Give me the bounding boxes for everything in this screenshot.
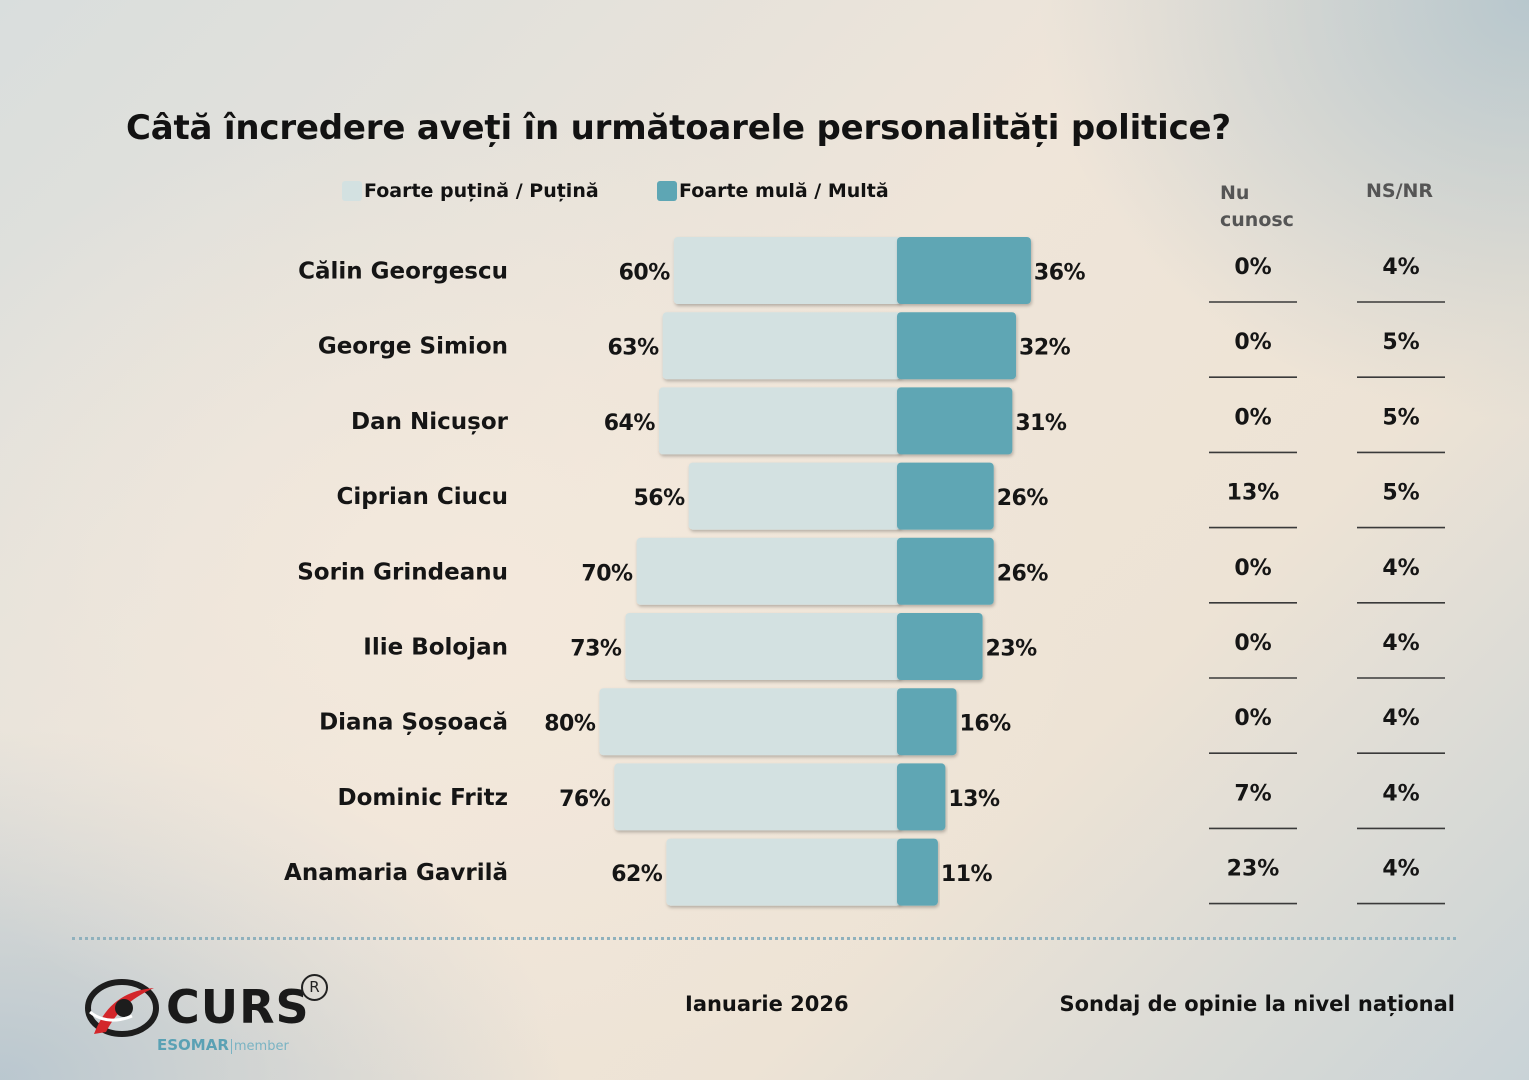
nu-cunosc-value: 23% — [1227, 857, 1280, 882]
bar-high-trust — [897, 688, 957, 756]
bar-high-value-label: 26% — [997, 561, 1049, 586]
category-label: Diana Șoșoacă — [319, 710, 508, 736]
category-label: Ciprian Ciucu — [336, 484, 508, 510]
bar-low-value-label: 70% — [581, 561, 633, 586]
nu-cunosc-value: 7% — [1234, 781, 1271, 806]
nu-cunosc-value: 0% — [1234, 706, 1271, 731]
nu-cunosc-value: 0% — [1234, 556, 1271, 581]
nu-cunosc-value: 0% — [1234, 255, 1271, 280]
ns-nr-value: 4% — [1382, 556, 1419, 581]
bar-low-trust — [599, 688, 901, 756]
bar-high-trust — [897, 537, 994, 605]
column-header-ns-nr: NS/NR — [1366, 180, 1434, 202]
survey-description: Sondaj de opinie la nivel național — [1059, 992, 1455, 1016]
bar-low-trust — [688, 462, 901, 530]
category-label: Ilie Bolojan — [363, 635, 508, 661]
ns-nr-value: 5% — [1382, 330, 1419, 355]
esomar-label: ESOMAR — [157, 1036, 229, 1054]
bar-low-value-label: 56% — [634, 486, 686, 511]
nu-cunosc-value: 0% — [1234, 330, 1271, 355]
bar-high-value-label: 13% — [948, 787, 1000, 812]
category-label: Călin Georgescu — [298, 259, 508, 285]
legend-item-high: Foarte mulă / Multă — [657, 179, 889, 203]
legend-label-high: Foarte mulă / Multă — [679, 180, 889, 202]
bar-low-trust — [614, 763, 901, 831]
bar-low-trust — [658, 387, 901, 455]
bar-low-trust — [673, 237, 901, 304]
ns-nr-value: 5% — [1382, 405, 1419, 430]
curs-logo: CURS R ESOMAR member — [84, 972, 334, 1056]
bar-high-value-label: 26% — [997, 486, 1049, 511]
category-label: George Simion — [318, 334, 508, 360]
bar-low-value-label: 60% — [619, 261, 671, 286]
ns-nr-value: 4% — [1382, 857, 1419, 882]
legend-label-low: Foarte puțină / Puțină — [364, 180, 599, 202]
registered-mark: R — [301, 974, 328, 1001]
category-label: Anamaria Gavrilă — [284, 860, 508, 886]
bar-low-trust — [666, 838, 901, 906]
category-label: Sorin Grindeanu — [297, 559, 508, 585]
bar-high-trust — [897, 613, 983, 680]
bar-low-value-label: 64% — [604, 411, 656, 436]
category-label: Dominic Fritz — [338, 785, 509, 811]
bar-low-value-label: 80% — [544, 712, 596, 737]
bar-low-value-label: 63% — [607, 336, 659, 361]
bar-high-value-label: 36% — [1034, 261, 1086, 286]
bar-high-trust — [897, 312, 1017, 380]
column-header-nu-cunosc: Nu cunosc — [1220, 182, 1294, 231]
bar-low-value-label: 76% — [559, 787, 611, 812]
legend-swatch-low — [342, 181, 362, 201]
ns-nr-value: 4% — [1382, 255, 1419, 280]
esomar-badge: ESOMAR member — [157, 1036, 289, 1054]
bar-high-trust — [897, 387, 1013, 455]
bar-low-value-label: 73% — [570, 637, 622, 662]
footer-divider — [72, 937, 1456, 940]
ns-nr-value: 4% — [1382, 631, 1419, 656]
survey-date: Ianuarie 2026 — [685, 992, 849, 1016]
ns-nr-value: 4% — [1382, 781, 1419, 806]
ns-nr-value: 4% — [1382, 706, 1419, 731]
esomar-member-label: member — [230, 1039, 289, 1054]
chart-title: Câtă încredere aveți în următoarele pers… — [126, 108, 1231, 148]
bar-high-value-label: 16% — [960, 712, 1012, 737]
ns-nr-value: 5% — [1382, 481, 1419, 506]
bar-high-value-label: 11% — [941, 862, 993, 887]
bar-high-value-label: 32% — [1019, 336, 1071, 361]
bar-high-trust — [897, 237, 1031, 304]
legend-swatch-high — [657, 181, 677, 201]
nu-cunosc-value: 13% — [1227, 481, 1280, 506]
category-label: Dan Nicușor — [351, 409, 509, 435]
legend-item-low: Foarte puțină / Puțină — [342, 179, 599, 203]
bar-high-trust — [897, 763, 946, 831]
bar-low-trust — [662, 312, 901, 380]
bar-low-value-label: 62% — [611, 862, 663, 887]
nu-cunosc-value: 0% — [1234, 405, 1271, 430]
bar-high-value-label: 23% — [986, 637, 1038, 662]
curs-swoosh-icon — [85, 979, 159, 1037]
bar-low-trust — [625, 613, 901, 680]
bar-low-trust — [636, 537, 901, 605]
diverging-bar-chart: Călin Georgescu 60% 36% 0% 4% George Simion 63… — [284, 237, 1445, 906]
nu-cunosc-value: 0% — [1234, 631, 1271, 656]
bar-high-trust — [897, 462, 994, 530]
bar-high-value-label: 31% — [1015, 411, 1067, 436]
bar-high-trust — [897, 838, 938, 906]
logo-wordmark: CURS — [166, 980, 310, 1034]
